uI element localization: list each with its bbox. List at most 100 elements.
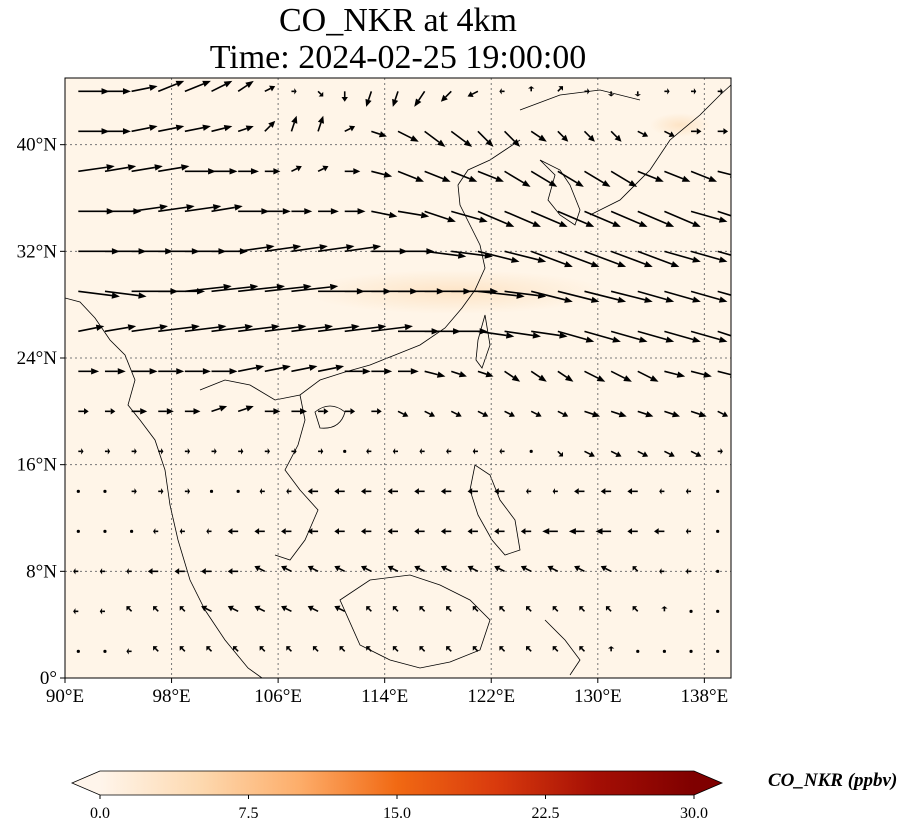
- wind-vector: [627, 528, 638, 535]
- wind-vector: [78, 448, 84, 455]
- wind-vector: [743, 570, 746, 573]
- wind-vector: [605, 606, 612, 612]
- wind-vector: [238, 168, 259, 175]
- wind-vector: [360, 565, 372, 573]
- wind-vector: [424, 170, 451, 182]
- wind-vector: [211, 323, 254, 333]
- map-area: [64, 77, 775, 679]
- wind-vector: [290, 115, 298, 132]
- wind-vector: [595, 528, 612, 535]
- wind-vector: [281, 565, 292, 573]
- wind-vector: [254, 605, 266, 613]
- wind-vector: [73, 608, 79, 615]
- island-sulawesi: [544, 619, 581, 676]
- wind-vector: [451, 370, 467, 378]
- island-philippines: [469, 464, 521, 556]
- wind-vector: [238, 244, 275, 253]
- wind-vector: [584, 330, 621, 343]
- wind-vector: [158, 488, 164, 495]
- wind-vector: [317, 165, 329, 173]
- wind-vector: [579, 606, 586, 612]
- wind-vector: [717, 290, 731, 296]
- wind-vector: [690, 210, 728, 223]
- wind-vector: [184, 448, 191, 455]
- wind-vector: [307, 565, 319, 573]
- lon-tick-label-3: 114°E: [361, 686, 408, 707]
- wind-vector: [392, 606, 399, 612]
- wind-vector: [627, 488, 638, 495]
- wind-vector: [526, 488, 532, 495]
- wind-vector: [397, 210, 430, 219]
- wind-vector: [717, 128, 729, 135]
- wind-vector: [392, 448, 398, 455]
- wind-vector: [504, 210, 541, 227]
- wind-vector: [607, 646, 615, 652]
- wind-vector: [499, 606, 506, 612]
- wind-vector: [76, 529, 80, 533]
- wind-vector: [467, 90, 479, 98]
- wind-vector: [238, 283, 285, 293]
- island-taiwan: [475, 314, 491, 369]
- wind-vector: [264, 120, 276, 132]
- wind-vector: [440, 528, 452, 535]
- wind-vector: [450, 410, 462, 418]
- wind-vector: [717, 250, 731, 256]
- wind-vector: [360, 488, 372, 495]
- wind-vector: [689, 609, 693, 613]
- wind-vector: [179, 528, 185, 535]
- lat-tick-label-0: 0°: [40, 668, 57, 689]
- wind-vector: [264, 408, 281, 415]
- wind-vector: [451, 328, 488, 335]
- map-title: CO_NKR at 4km Time: 2024-02-25 19:00:00: [65, 2, 731, 76]
- wind-vector: [236, 489, 240, 493]
- wind-vector: [76, 489, 80, 493]
- wind-vector: [499, 646, 506, 652]
- wind-vector: [281, 605, 292, 613]
- wind-vector: [610, 290, 653, 303]
- wind-vector: [520, 528, 532, 535]
- wind-vector: [131, 204, 168, 213]
- colorbar-extend-min: [72, 771, 100, 795]
- wind-vector: [440, 90, 452, 102]
- wind-vector: [291, 408, 308, 415]
- wind-vector: [179, 646, 186, 652]
- wind-vector: [531, 290, 573, 303]
- wind-vector: [743, 650, 746, 653]
- lat-tick-label-2: 16°N: [17, 455, 58, 476]
- wind-vector: [291, 208, 313, 215]
- wind-vector: [530, 210, 568, 227]
- wind-vector: [637, 410, 654, 418]
- wind-vector: [744, 291, 775, 298]
- wind-vector: [237, 80, 254, 92]
- wind-vector: [557, 370, 574, 382]
- wind-vector: [716, 489, 720, 493]
- wind-vector: [371, 210, 398, 219]
- wind-vector: [184, 488, 191, 495]
- wind-vector: [664, 370, 686, 378]
- wind-vector: [104, 88, 131, 95]
- wind-vector: [318, 408, 329, 415]
- wind-vector: [637, 210, 675, 227]
- wind-vector: [307, 488, 319, 495]
- wind-vector: [685, 528, 692, 535]
- wind-vector: [568, 528, 585, 535]
- wind-vector: [664, 450, 675, 458]
- wind-vector: [371, 368, 393, 375]
- wind-vector: [664, 410, 680, 418]
- wind-vector: [264, 244, 302, 253]
- wind-vector: [716, 569, 720, 573]
- wind-vector: [360, 528, 372, 535]
- wind-vector: [184, 283, 232, 293]
- wind-vector: [717, 330, 731, 337]
- wind-vector: [147, 568, 159, 575]
- wind-vector: [477, 210, 515, 227]
- wind-vector: [414, 488, 425, 495]
- wind-vector: [131, 368, 158, 375]
- wind-vector: [424, 250, 467, 259]
- lon-tick-label-4: 122°E: [467, 686, 515, 707]
- wind-vector: [344, 323, 387, 333]
- wind-vector: [317, 323, 360, 333]
- wind-vector: [264, 364, 291, 373]
- wind-vector: [158, 164, 190, 173]
